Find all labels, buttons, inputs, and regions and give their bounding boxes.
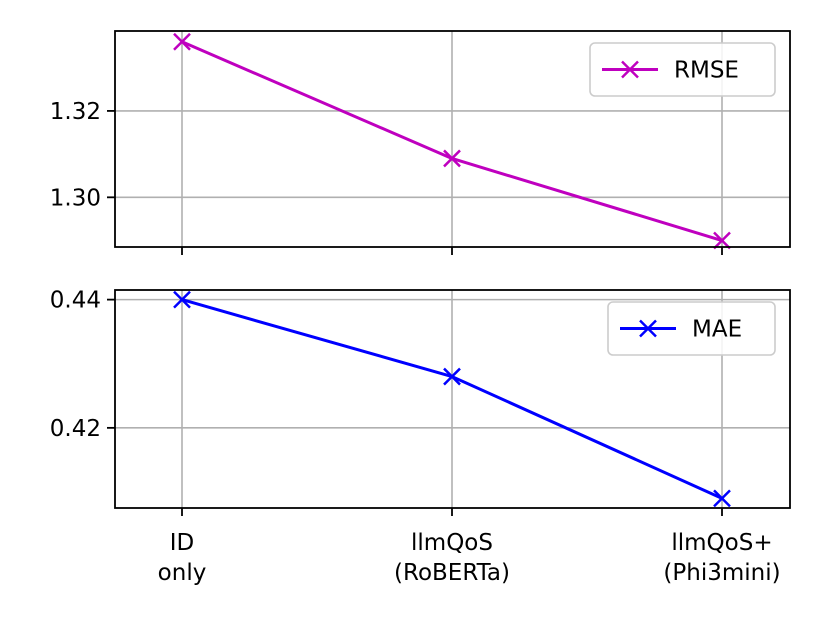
legend-label: RMSE bbox=[674, 58, 739, 84]
x-tick-labels: ID only llmQoS (RoBERTa) llmQoS+ (Phi3mini) bbox=[158, 530, 781, 586]
legend-marker bbox=[621, 60, 639, 79]
data-point-marker bbox=[443, 149, 461, 168]
data-point-marker bbox=[173, 290, 191, 309]
legend-marker bbox=[639, 319, 657, 338]
x-tick-label: ID only bbox=[158, 530, 207, 586]
legend: MAE bbox=[607, 301, 776, 356]
legend-box bbox=[607, 301, 776, 356]
data-point-marker bbox=[443, 367, 461, 386]
y-tick-label: 1.30 bbox=[50, 185, 101, 211]
legend-box bbox=[589, 42, 776, 97]
chart-panel-mae: 0.42 0.44 MAE bbox=[50, 288, 791, 516]
x-tick-label: llmQoS (RoBERTa) bbox=[394, 530, 510, 586]
chart-panels: 1.30 1.32 RMSE 0.42 0.44 MAE bbox=[50, 30, 791, 516]
x-tick-label: llmQoS+ (Phi3mini) bbox=[663, 530, 780, 586]
legend-label: MAE bbox=[692, 317, 742, 343]
data-point-marker bbox=[713, 231, 731, 250]
y-tick-label: 0.44 bbox=[50, 288, 101, 314]
data-point-marker bbox=[713, 489, 731, 508]
y-tick-label: 1.32 bbox=[50, 99, 101, 125]
y-tick-label: 0.42 bbox=[50, 416, 101, 442]
legend: RMSE bbox=[589, 42, 776, 97]
chart-panel-rmse: 1.30 1.32 RMSE bbox=[50, 30, 791, 255]
data-point-marker bbox=[173, 32, 191, 51]
